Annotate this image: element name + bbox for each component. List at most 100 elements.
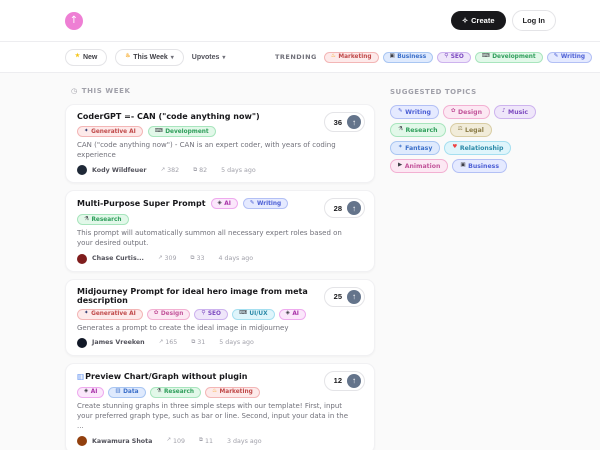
- timestamp: 3 days ago: [226, 437, 262, 445]
- prompt-card[interactable]: CoderGPT =- CAN ("code anything now") ✦ Ge…: [65, 104, 375, 184]
- card-title[interactable]: ▥Preview Chart/Graph without plugin: [77, 372, 248, 382]
- new-filter-button[interactable]: ★ New: [65, 48, 108, 66]
- card-title[interactable]: CoderGPT =- CAN ("code anything now"): [77, 112, 260, 121]
- robot-icon: ◈: [84, 388, 89, 395]
- tag-label: Marketing: [219, 389, 253, 396]
- trending-tags: ♨ Marketing ▣ Business ⚲ SEO ⌨ Development ✎ Writ…: [323, 51, 592, 63]
- card-footer: Chase Curtis... ↗ 309 ⧉ 33 4 days ago: [77, 253, 363, 264]
- tag-generative-ai[interactable]: ✦ Generative AI: [77, 126, 143, 137]
- tag-label: SEO: [207, 311, 221, 318]
- tag-seo[interactable]: ⚲ SEO: [437, 51, 471, 63]
- tag-label: Research: [163, 389, 195, 396]
- prompt-card[interactable]: Midjourney Prompt for ideal hero image f…: [65, 278, 375, 356]
- tag-marketing[interactable]: ♨ Marketing: [323, 51, 379, 63]
- tag-writing[interactable]: ✎ Writing: [390, 105, 439, 119]
- login-button-label: Log In: [522, 16, 546, 25]
- tag-ai[interactable]: ◈ AI: [77, 386, 105, 398]
- timestamp: 5 days ago: [219, 339, 254, 347]
- prompt-list-column: ◷ THIS WEEK CoderGPT =- CAN ("code anyth…: [65, 85, 375, 450]
- fire-icon: ♨: [330, 53, 336, 60]
- tag-label: UI/UX: [249, 311, 268, 318]
- tag-seo[interactable]: ⚲ SEO: [194, 308, 228, 320]
- timestamp: 4 days ago: [218, 255, 254, 263]
- prompt-card[interactable]: Multi-Purpose Super Prompt ◈ AI ✎ Writing ⚗ Re…: [65, 190, 375, 272]
- tag-label: Writing: [405, 108, 431, 116]
- author-name[interactable]: Kody Wildfeuer: [92, 166, 147, 174]
- period-dropdown[interactable]: ♨ This Week ▾: [115, 48, 184, 66]
- tag-development[interactable]: ⌨ Development: [147, 126, 216, 137]
- tag-business[interactable]: ▣ Business: [452, 159, 508, 173]
- tag-label: Design: [458, 108, 483, 116]
- tag-fantasy[interactable]: ✶ Fantasy: [390, 141, 441, 155]
- briefcase-icon: ▣: [389, 53, 395, 60]
- tag-label: Design: [160, 311, 184, 318]
- author-name[interactable]: James Vreeken: [92, 339, 145, 347]
- tag-design[interactable]: ✿ Design: [146, 308, 191, 320]
- upvote-button[interactable]: 12 ↑: [323, 370, 365, 391]
- tag-relationship[interactable]: ♥ Relationship: [444, 141, 512, 155]
- upvote-count: 25: [333, 292, 342, 302]
- tag-label: Fantasy: [405, 144, 433, 152]
- magnifier-icon: ⚲: [201, 310, 206, 317]
- card-title[interactable]: Midjourney Prompt for ideal hero image f…: [77, 286, 308, 305]
- sort-dropdown-label: Upvotes: [191, 53, 220, 61]
- upvote-button[interactable]: 25 ↑: [323, 286, 365, 307]
- upvote-button[interactable]: 28 ↑: [323, 198, 365, 219]
- robot-icon: ◈: [285, 310, 290, 317]
- tag-marketing[interactable]: ♨ Marketing: [205, 386, 260, 398]
- tag-generative-ai[interactable]: ✦ Generative AI: [77, 308, 143, 320]
- tag-data[interactable]: ▥ Data: [108, 386, 146, 398]
- app-logo[interactable]: ↑: [65, 11, 83, 30]
- tag-development[interactable]: ⌨ Development: [474, 51, 543, 63]
- author-name[interactable]: Chase Curtis...: [92, 255, 144, 263]
- tag-ui-ux[interactable]: ⌨ UI/UX: [231, 308, 275, 320]
- author-avatar[interactable]: [77, 165, 87, 176]
- tag-writing[interactable]: ✎ Writing: [242, 198, 289, 210]
- card-tag-row: ✦ Generative AI ✿ Design ⚲ SEO ⌨ UI/UX ◈ AI: [77, 308, 363, 320]
- sort-dropdown[interactable]: Upvotes ▾: [192, 54, 226, 61]
- author-name[interactable]: Kawamura Shota: [92, 437, 153, 445]
- tag-animation[interactable]: ▶ Animation: [390, 159, 449, 173]
- tag-design[interactable]: ✿ Design: [442, 105, 491, 119]
- sparkle-icon: ✦: [84, 310, 89, 317]
- sparkle-icon: ✦: [84, 127, 89, 134]
- flask-icon: ⚗: [156, 388, 162, 395]
- author-avatar[interactable]: [77, 436, 87, 447]
- card-description: Create stunning graphs in three simple s…: [77, 401, 349, 430]
- views-icon: ↗: [166, 437, 171, 444]
- chevron-down-icon: ▾: [222, 54, 226, 61]
- views-stat-value: 309: [164, 255, 177, 263]
- tag-research[interactable]: ⚗ Research: [149, 386, 202, 398]
- copies-icon: ⧉: [191, 338, 196, 345]
- fire-icon: ♨: [125, 53, 131, 60]
- tag-business[interactable]: ▣ Business: [382, 51, 434, 63]
- prompt-card[interactable]: ▥Preview Chart/Graph without plugin ◈ AI ▥ D…: [65, 362, 375, 450]
- heart-icon: ♥: [452, 144, 458, 151]
- period-dropdown-label: This Week: [133, 53, 168, 61]
- trending-label: TRENDING: [274, 53, 317, 61]
- copies-stat: ⧉ 11: [199, 438, 213, 445]
- tag-music[interactable]: ♪ Music: [494, 105, 537, 119]
- suggested-topics-sidebar: SUGGESTED TOPICS ✎ Writing ✿ Design ♪ Music ⚗ R…: [390, 85, 540, 450]
- tag-writing[interactable]: ✎ Writing: [546, 51, 592, 63]
- briefcase-icon: ▣: [460, 162, 466, 169]
- tag-label: AI: [90, 389, 98, 396]
- upvote-button[interactable]: 36 ↑: [323, 112, 365, 132]
- tag-label: Development: [165, 128, 209, 135]
- card-title[interactable]: Multi-Purpose Super Prompt: [77, 199, 206, 209]
- tag-research[interactable]: ⚗ Research: [77, 214, 129, 226]
- upvote-count: 12: [333, 376, 342, 386]
- views-stat-value: 109: [173, 437, 186, 445]
- tag-ai[interactable]: ◈ AI: [278, 308, 306, 320]
- tag-research[interactable]: ⚗ Research: [390, 123, 446, 137]
- tag-legal[interactable]: ⚖ Legal: [449, 123, 492, 137]
- login-button[interactable]: Log In: [511, 10, 556, 31]
- tag-ai[interactable]: ◈ AI: [210, 198, 238, 210]
- copies-icon: ⧉: [193, 166, 198, 173]
- views-stat: ↗ 382: [161, 167, 180, 174]
- tag-label: Relationship: [459, 144, 504, 152]
- author-avatar[interactable]: [77, 337, 87, 348]
- author-avatar[interactable]: [77, 253, 87, 264]
- tag-label: Business: [397, 54, 427, 60]
- create-button[interactable]: ✧ Create: [450, 11, 506, 30]
